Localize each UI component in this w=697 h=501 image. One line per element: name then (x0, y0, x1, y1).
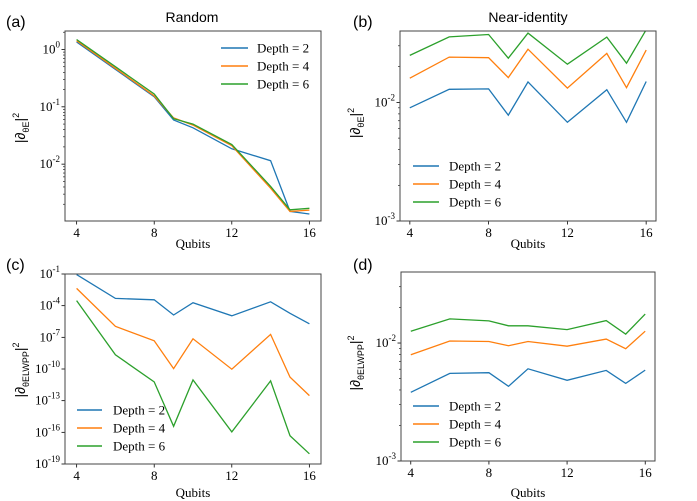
y-tick-label: 10-16 (35, 422, 60, 439)
legend-entry: Depth = 4 (449, 177, 502, 192)
legend-entry: Depth = 2 (257, 41, 309, 56)
legend-entry: Depth = 6 (113, 439, 166, 454)
y-axis-label: |∂θELWPP|2 (346, 335, 366, 390)
legend-entry: Depth = 6 (449, 195, 502, 210)
axes-frame (399, 30, 657, 222)
x-axis-label: Qubits (511, 236, 546, 251)
legend-entry: Depth = 2 (113, 403, 165, 418)
y-tick-label: 10-10 (35, 359, 60, 376)
y-tick-label: 10-19 (35, 454, 60, 471)
legend-entry: Depth = 6 (257, 77, 310, 92)
x-tick-label: 4 (73, 468, 80, 483)
x-tick-label: 4 (407, 225, 414, 240)
x-tick-label: 4 (408, 465, 415, 480)
x-tick-label: 16 (303, 225, 317, 240)
series-line-depth-2 (409, 80, 647, 124)
x-tick-label: 12 (225, 468, 238, 483)
y-tick-label: 10-13 (35, 391, 60, 408)
y-tick-label: 10-3 (376, 451, 397, 468)
panel-label: (a) (6, 14, 26, 31)
series-line-depth-4 (76, 40, 310, 213)
x-tick-label: 12 (561, 465, 574, 480)
y-tick-label: 10-7 (40, 327, 61, 344)
x-axis-label: Qubits (176, 485, 211, 500)
x-tick-label: 8 (151, 468, 158, 483)
series-line-depth-6 (76, 38, 310, 211)
x-tick-label: 16 (639, 465, 653, 480)
y-axis-label: |∂θE|2 (346, 108, 366, 138)
y-axis-label: |∂θELWPP|2 (11, 342, 31, 397)
y-tick-label: 10-2 (376, 333, 397, 350)
x-axis-label: Qubits (176, 236, 211, 251)
x-axis-label: Qubits (511, 485, 546, 500)
legend-entry: Depth = 2 (449, 159, 501, 174)
subplot-title: Random (166, 9, 219, 25)
legend: Depth = 2 Depth = 4 Depth = 6 (221, 41, 310, 92)
legend-entry: Depth = 2 (449, 399, 501, 414)
axes-frame (400, 271, 656, 462)
series-line-depth-4 (409, 48, 647, 90)
series-line-depth-4 (76, 287, 310, 397)
series-line-depth-2 (410, 368, 646, 393)
subplot-c: 10-19 10-16 10-13 10-10 10-7 10-4 10-1 4 8 12 16 De… (6, 257, 322, 500)
legend: Depth = 2 Depth = 4 Depth = 6 (413, 159, 502, 210)
series-line-depth-6 (76, 300, 310, 455)
series-line-depth-2 (76, 274, 310, 325)
x-tick-label: 16 (303, 468, 317, 483)
legend-entry: Depth = 4 (257, 59, 310, 74)
series-line-depth-4 (410, 330, 646, 356)
legend: Depth = 2 Depth = 4 Depth = 6 (77, 403, 166, 454)
y-tick-label: 100 (43, 39, 61, 56)
legend-entry: Depth = 6 (449, 435, 502, 450)
x-tick-label: 4 (73, 225, 80, 240)
y-tick-label: 10-2 (375, 92, 396, 109)
panel-label: (b) (353, 14, 373, 31)
y-tick-label: 10-3 (375, 211, 396, 228)
y-tick-label: 10-1 (40, 264, 61, 281)
axes-frame (64, 273, 322, 465)
x-tick-label: 8 (151, 225, 158, 240)
legend-entry: Depth = 4 (113, 421, 166, 436)
x-tick-label: 12 (561, 225, 574, 240)
y-tick-label: 10-1 (40, 97, 61, 114)
y-axis-label: |∂θE|2 (11, 113, 31, 143)
axes-frame (64, 30, 322, 222)
legend: Depth = 2 Depth = 4 Depth = 6 (413, 399, 502, 450)
x-tick-label: 12 (225, 225, 238, 240)
subplot-title: Near-identity (488, 9, 567, 25)
x-tick-label: 8 (486, 465, 493, 480)
y-tick-label: 10-2 (40, 154, 61, 171)
x-tick-label: 8 (485, 225, 492, 240)
panel-label: (d) (353, 257, 373, 274)
series-line-depth-6 (409, 31, 647, 66)
x-tick-label: 16 (640, 225, 654, 240)
series-line-depth-6 (410, 313, 646, 335)
series-line-depth-2 (76, 41, 310, 215)
legend-entry: Depth = 4 (449, 417, 502, 432)
panel-label: (c) (6, 257, 25, 274)
y-tick-label: 10-4 (40, 296, 61, 313)
